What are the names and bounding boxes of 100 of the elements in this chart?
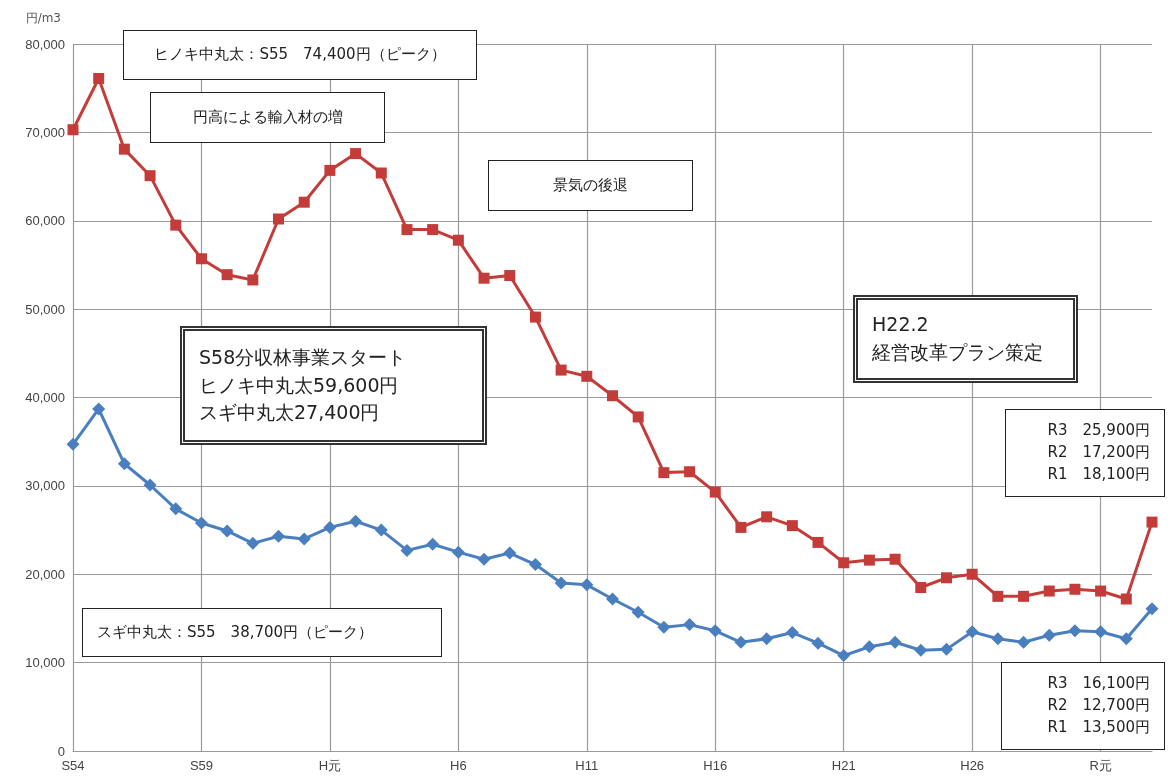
point bbox=[93, 72, 105, 84]
y-tick-label: 60,000 bbox=[25, 213, 65, 229]
point bbox=[761, 511, 773, 523]
point bbox=[451, 545, 465, 559]
point bbox=[427, 224, 439, 236]
point bbox=[580, 578, 594, 592]
annotation: R3 25,900円 bbox=[1047, 420, 1150, 442]
point bbox=[581, 370, 593, 382]
point bbox=[1094, 625, 1108, 639]
x-tick-label: S59 bbox=[189, 758, 214, 773]
annotation: R1 18,100円 bbox=[1047, 463, 1150, 485]
point bbox=[786, 520, 798, 532]
point bbox=[554, 576, 568, 590]
point bbox=[195, 253, 207, 265]
annotation: H22.2 bbox=[872, 312, 929, 338]
point bbox=[374, 523, 388, 537]
point bbox=[221, 269, 233, 281]
point bbox=[117, 457, 131, 471]
point bbox=[247, 274, 259, 286]
point bbox=[658, 467, 670, 479]
point bbox=[607, 390, 618, 402]
y-tick-label: 30,000 bbox=[25, 478, 65, 494]
x-tick-label: R元 bbox=[1089, 758, 1112, 773]
point bbox=[684, 466, 696, 478]
point bbox=[735, 521, 747, 533]
point bbox=[555, 364, 567, 376]
annotation: 経営改革プラン策定 bbox=[872, 340, 1043, 365]
annotation: R1 13,500円 bbox=[1047, 716, 1150, 738]
annotation: ヒノキ中丸太59,600円 bbox=[199, 372, 399, 398]
point bbox=[323, 520, 337, 534]
annotation: スギ中丸太：S55 38,700円（ピーク） bbox=[97, 621, 374, 643]
y-tick-label: 0 bbox=[57, 743, 65, 759]
point bbox=[324, 164, 336, 176]
point bbox=[657, 620, 671, 634]
callout-box: R3 16,100円 R2 12,700円 R1 13,500円 bbox=[1001, 662, 1165, 750]
point bbox=[143, 478, 157, 492]
point bbox=[1068, 624, 1082, 638]
x-tick-label: H6 bbox=[450, 758, 467, 773]
point bbox=[888, 635, 902, 649]
point bbox=[452, 234, 464, 246]
callout-box: H22.2 経営改革プラン策定 bbox=[853, 295, 1078, 383]
point bbox=[939, 642, 953, 656]
point bbox=[478, 272, 490, 284]
y-tick-label: 80,000 bbox=[25, 36, 65, 52]
point bbox=[709, 486, 721, 498]
annotation: R3 16,100円 bbox=[1047, 673, 1150, 695]
point bbox=[1042, 628, 1056, 642]
annotation: 景気の後退 bbox=[553, 174, 628, 196]
point bbox=[837, 649, 851, 663]
point bbox=[1017, 635, 1031, 649]
point bbox=[401, 224, 413, 236]
annotation: 円高による輸入材の増 bbox=[192, 106, 343, 128]
point bbox=[350, 148, 362, 160]
y-axis-title: 円/m3 bbox=[25, 11, 61, 25]
point bbox=[862, 640, 876, 654]
point bbox=[1095, 585, 1107, 597]
point bbox=[273, 213, 285, 225]
point bbox=[992, 590, 1004, 602]
point bbox=[400, 543, 414, 557]
point bbox=[67, 124, 79, 136]
x-tick-label: S54 bbox=[61, 758, 85, 773]
annotation: スギ中丸太27,400円 bbox=[199, 400, 380, 426]
y-tick-label: 20,000 bbox=[25, 566, 65, 582]
annotation: R2 12,700円 bbox=[1047, 695, 1150, 717]
point bbox=[966, 568, 978, 580]
point bbox=[503, 546, 517, 560]
point bbox=[940, 572, 952, 584]
x-tick-label: H21 bbox=[831, 758, 856, 773]
point bbox=[811, 636, 825, 650]
point bbox=[785, 626, 799, 640]
point bbox=[169, 502, 183, 516]
point bbox=[991, 632, 1005, 646]
point bbox=[965, 625, 979, 639]
annotation: ヒノキ中丸太：S55 74,400円（ピーク） bbox=[154, 44, 446, 66]
point bbox=[838, 557, 850, 569]
point bbox=[477, 552, 491, 566]
point bbox=[606, 592, 619, 606]
point bbox=[118, 143, 130, 155]
point bbox=[914, 643, 928, 657]
point bbox=[812, 536, 824, 548]
point bbox=[734, 635, 748, 649]
point bbox=[297, 532, 311, 546]
callout-box: S58分収林事業スタート ヒノキ中丸太59,600円 スギ中丸太27,400円 bbox=[180, 326, 487, 445]
callout-box: 円高による輸入材の増 bbox=[150, 92, 385, 143]
point bbox=[1146, 516, 1158, 528]
point bbox=[194, 516, 208, 530]
x-tick-label: H11 bbox=[575, 758, 599, 773]
point bbox=[298, 196, 310, 208]
point bbox=[1120, 593, 1132, 605]
x-tick-label: H26 bbox=[960, 758, 985, 773]
point bbox=[1069, 583, 1081, 595]
point bbox=[1018, 590, 1030, 602]
point bbox=[246, 536, 260, 550]
point bbox=[220, 524, 234, 538]
point bbox=[529, 311, 541, 323]
annotation: R2 17,200円 bbox=[1047, 442, 1150, 464]
point bbox=[528, 558, 542, 572]
point bbox=[632, 411, 644, 423]
point bbox=[144, 170, 156, 182]
y-tick-label: 50,000 bbox=[25, 301, 65, 317]
